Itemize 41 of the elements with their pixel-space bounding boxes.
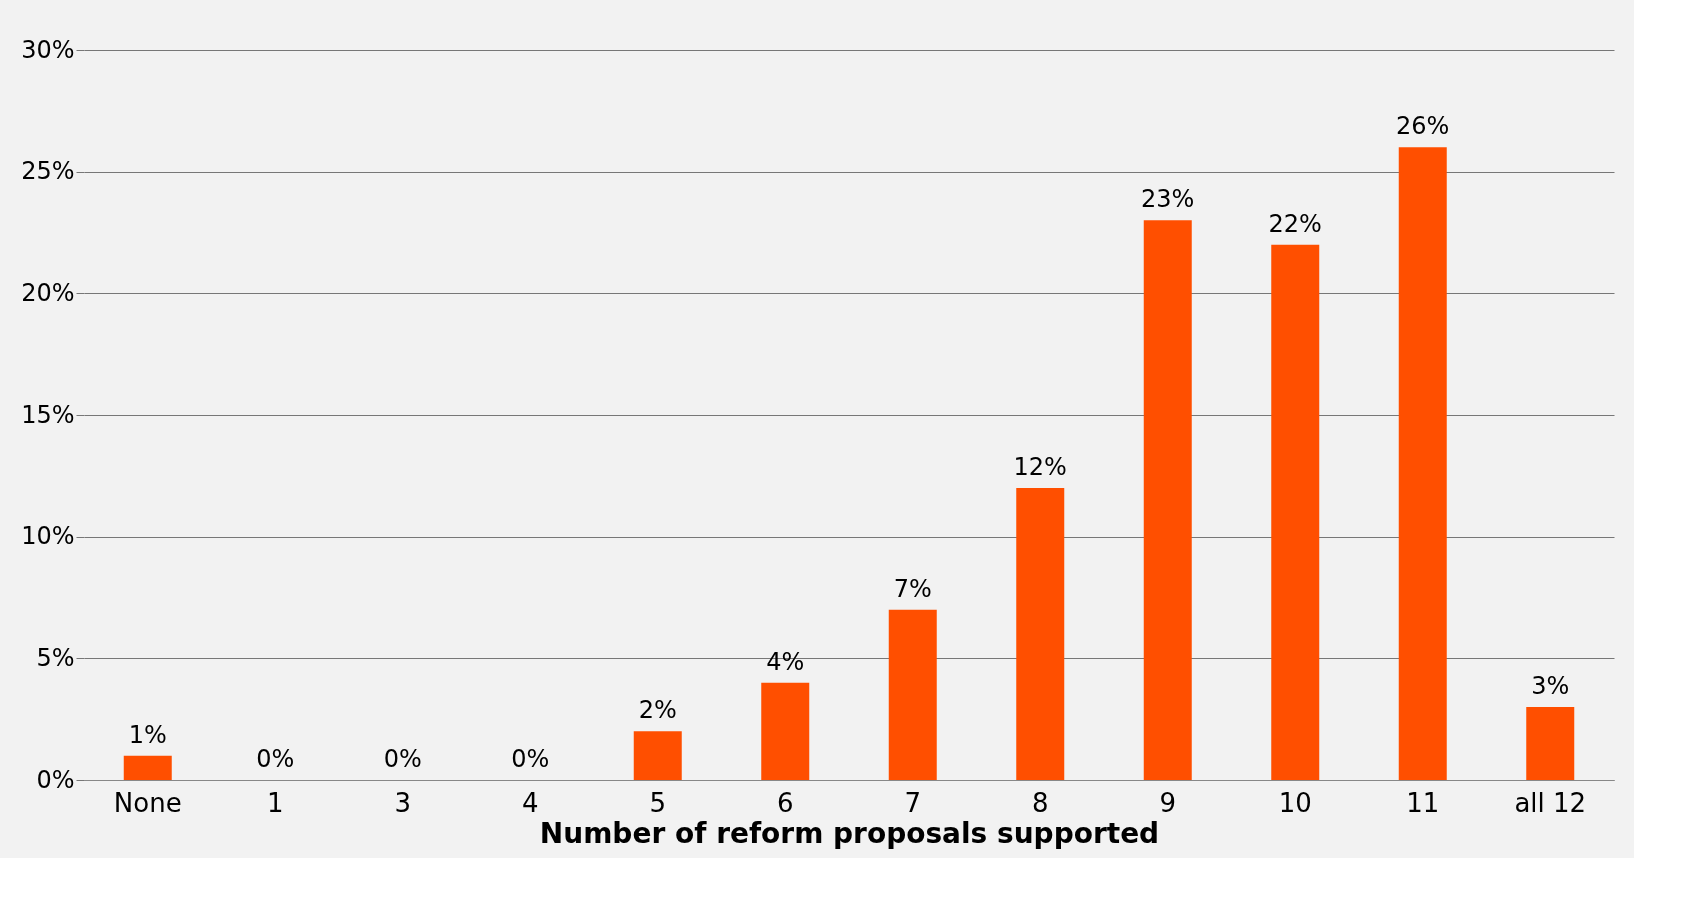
y-tick-label: 25%: [21, 157, 75, 186]
data-label: 23%: [1141, 185, 1195, 214]
bar: [1016, 488, 1065, 780]
y-tick-label: 30%: [21, 35, 75, 64]
y-tick-label: 0%: [36, 765, 75, 794]
x-tick-label: 6: [776, 787, 794, 818]
data-label: 2%: [638, 696, 677, 725]
y-tick-label: 5%: [36, 643, 75, 672]
x-tick-label: 3: [394, 787, 412, 818]
y-tick-label: 15%: [21, 400, 75, 429]
data-label: 0%: [383, 745, 422, 773]
bar: [123, 755, 172, 780]
y-tick-label: 20%: [21, 278, 75, 307]
y-tick-label: 10%: [21, 522, 75, 551]
x-tick-label: 1: [266, 787, 284, 818]
x-tick-label: 4: [521, 787, 539, 818]
bar: [888, 609, 937, 780]
data-label: 12%: [1013, 453, 1067, 481]
data-label: 0%: [256, 745, 295, 773]
bar: [633, 731, 682, 780]
data-label: 1%: [128, 720, 167, 749]
data-label: 22%: [1268, 209, 1322, 238]
data-label: 26%: [1396, 112, 1450, 141]
bar: [1526, 707, 1575, 780]
data-label: 4%: [766, 647, 805, 676]
x-tick-label: 5: [649, 787, 667, 818]
x-tick-label: None: [113, 787, 182, 818]
data-label: 3%: [1531, 672, 1570, 700]
bar: [1143, 220, 1192, 780]
x-axis-title: Number of reform proposals supported: [539, 816, 1160, 850]
x-tick-label: all 12: [1514, 787, 1587, 818]
x-tick-label: 8: [1031, 787, 1049, 818]
x-tick-label: 7: [904, 787, 922, 818]
x-tick-label: 10: [1278, 787, 1312, 818]
bar: [1271, 244, 1320, 780]
bar: [1398, 147, 1447, 780]
x-tick-label: 9: [1159, 787, 1177, 818]
bar: [761, 682, 810, 780]
x-tick-label: 11: [1406, 787, 1440, 818]
data-label: 0%: [511, 745, 550, 773]
data-label: 7%: [893, 574, 932, 603]
